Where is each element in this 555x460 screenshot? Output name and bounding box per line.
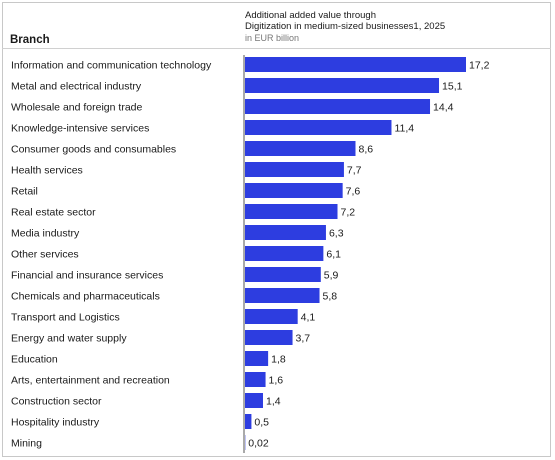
branch-column-header: Branch: [10, 34, 50, 46]
category-label: Information and communication technology: [11, 60, 212, 72]
chart-title-line-1: Additional added value through: [245, 10, 376, 21]
value-label: 7,7: [347, 165, 362, 177]
bar: [245, 204, 338, 219]
chart-title: Additional added value through Digitizat…: [245, 10, 445, 32]
value-label: 7,6: [346, 186, 361, 198]
value-label: 1,6: [269, 375, 284, 387]
category-label: Health services: [11, 165, 83, 177]
value-label: 0,5: [254, 417, 269, 429]
bar: [245, 330, 293, 345]
value-label: 6,3: [329, 228, 344, 240]
category-label: Financial and insurance services: [11, 270, 163, 282]
value-label: 7,2: [341, 207, 356, 219]
value-label: 11,4: [394, 123, 414, 135]
bar: [245, 351, 269, 366]
value-label: 4,1: [301, 312, 316, 324]
header-divider: [2, 48, 551, 49]
category-label: Media industry: [11, 228, 80, 240]
bar: [245, 288, 320, 303]
value-label: 14,4: [433, 102, 454, 114]
category-label: Knowledge-intensive services: [11, 123, 149, 135]
category-label: Metal and electrical industry: [11, 81, 142, 93]
category-label: Wholesale and foreign trade: [11, 102, 142, 114]
value-label: 5,9: [324, 270, 339, 282]
category-label: Mining: [11, 438, 42, 450]
bar: [245, 393, 263, 408]
bar: [245, 78, 440, 93]
category-label: Hospitality industry: [11, 417, 100, 429]
bar: [245, 99, 431, 114]
chart-frame: [2, 2, 551, 457]
category-label: Consumer goods and consumables: [11, 144, 176, 156]
bar: [245, 183, 343, 198]
bar: [245, 414, 252, 429]
value-label: 1,4: [266, 396, 281, 408]
category-label: Chemicals and pharmaceuticals: [11, 291, 160, 303]
value-label: 3,7: [296, 333, 311, 345]
category-label: Real estate sector: [11, 207, 96, 219]
category-label: Arts, entertainment and recreation: [11, 375, 170, 387]
bar: [245, 309, 298, 324]
category-label: Education: [11, 354, 58, 366]
value-label: 1,8: [271, 354, 286, 366]
bar: [245, 120, 392, 135]
category-label: Other services: [11, 249, 79, 261]
value-label: 8,6: [359, 144, 374, 156]
category-label: Construction sector: [11, 396, 102, 408]
category-label: Energy and water supply: [11, 333, 127, 345]
chart-title-line-2: Digitization in medium-sized businesses1…: [245, 21, 446, 32]
bar: [245, 225, 326, 240]
bar: [245, 267, 321, 282]
category-label: Transport and Logistics: [11, 312, 120, 324]
bar: [245, 372, 266, 387]
bar: [245, 141, 356, 156]
bar: [245, 57, 466, 72]
bar: [245, 246, 324, 261]
value-label: 0,02: [248, 438, 269, 450]
value-label: 5,8: [323, 291, 338, 303]
value-label: 15,1: [442, 81, 463, 93]
unit-label: in EUR billion: [245, 33, 300, 43]
value-label: 17,2: [469, 60, 490, 72]
value-label: 6,1: [326, 249, 341, 261]
bar: [245, 162, 344, 177]
category-label: Retail: [11, 186, 38, 198]
